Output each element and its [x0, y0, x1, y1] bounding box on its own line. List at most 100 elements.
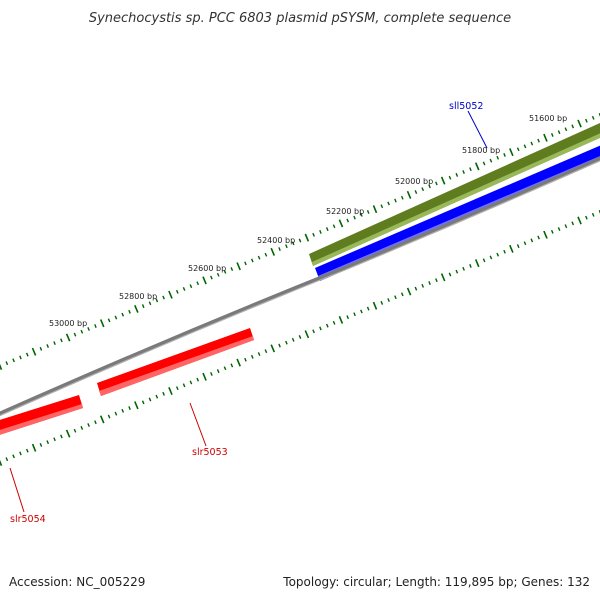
tick-mark	[482, 258, 486, 263]
tick-labels: 53000 bp 52800 bp 52600 bp 52400 bp 5220…	[49, 114, 567, 328]
tick-mark	[537, 138, 540, 143]
tick-mark	[387, 201, 390, 206]
tick-mark	[312, 232, 315, 237]
gene-label-sll5052[interactable]: sll5052	[449, 101, 483, 112]
summary-text: Topology: circular; Length: 119,895 bp; …	[282, 575, 590, 589]
tick-mark	[0, 363, 3, 371]
tick-mark	[73, 428, 77, 433]
tick-mark	[332, 320, 336, 325]
tick-mark	[530, 141, 534, 146]
tick-label: 51600 bp	[529, 114, 567, 123]
tick-mark	[474, 259, 480, 268]
tick-mark	[543, 230, 548, 239]
tick-mark	[550, 133, 554, 137]
tick-mark	[196, 281, 200, 286]
tick-mark	[523, 241, 527, 246]
tick-mark	[366, 210, 370, 214]
tick-label: 53000 bp	[49, 319, 87, 328]
gene-slr5054[interactable]	[0, 395, 83, 438]
tick-label: 52800 bp	[119, 292, 157, 301]
tick-mark	[571, 124, 575, 129]
tick-mark	[0, 459, 3, 467]
tick-mark	[435, 181, 438, 186]
tick-mark	[400, 292, 404, 297]
tick-mark	[141, 304, 145, 309]
tick-mark	[455, 269, 459, 274]
tick-mark	[270, 344, 276, 353]
tick-mark	[210, 275, 213, 280]
tick-mark	[31, 347, 37, 356]
tick-mark	[99, 319, 105, 328]
tick-mark	[87, 327, 90, 331]
tick-mark	[304, 330, 310, 339]
tick-mark	[134, 401, 139, 410]
tick-mark	[372, 205, 378, 214]
tick-mark	[107, 414, 111, 419]
tick-mark	[414, 286, 418, 291]
tick-mark	[400, 195, 404, 200]
tick-mark	[19, 355, 22, 360]
tick-mark	[346, 218, 350, 223]
tick-mark	[435, 278, 438, 283]
tick-mark	[216, 369, 220, 374]
tick-mark	[223, 366, 227, 371]
tick-mark	[298, 238, 302, 243]
gene-slr5053[interactable]	[97, 328, 254, 396]
tick-mark	[196, 377, 200, 382]
tick-mark	[380, 300, 384, 305]
tick-mark	[25, 352, 29, 357]
tick-mark	[585, 215, 588, 220]
tick-mark	[278, 343, 281, 348]
tick-mark	[496, 252, 500, 257]
outer-tick-ring	[0, 113, 600, 371]
gene-label-slr5053[interactable]: slr5053	[192, 447, 228, 458]
tick-mark	[189, 284, 193, 289]
tick-mark	[387, 298, 390, 302]
tick-mark	[585, 118, 588, 123]
tick-mark	[53, 437, 56, 442]
tick-mark	[523, 144, 527, 149]
tick-mark	[182, 383, 186, 388]
tick-mark	[31, 443, 37, 452]
tick-mark	[482, 161, 486, 166]
tick-mark	[65, 429, 71, 438]
tick-label: 52200 bp	[326, 207, 364, 216]
tick-mark	[257, 255, 261, 260]
tick-mark	[189, 380, 193, 385]
tick-mark	[489, 255, 493, 260]
tick-mark	[39, 443, 43, 447]
tick-mark	[577, 216, 582, 225]
tick-mark	[168, 386, 173, 396]
tick-mark	[99, 415, 105, 424]
tick-mark	[304, 233, 310, 242]
tick-mark	[516, 244, 520, 249]
tick-mark	[380, 204, 384, 209]
tick-mark	[257, 352, 261, 356]
tick-mark	[223, 269, 227, 274]
tick-mark	[325, 227, 329, 232]
tick-mark	[202, 276, 207, 285]
gene-label-slr5054[interactable]: slr5054	[10, 514, 46, 525]
tick-mark	[87, 423, 90, 427]
tick-mark	[360, 212, 363, 217]
tick-mark	[564, 224, 568, 229]
tick-mark	[162, 295, 165, 300]
tick-mark	[469, 264, 472, 268]
tick-mark	[60, 338, 63, 343]
tick-mark	[366, 306, 370, 311]
tick-mark	[128, 406, 131, 410]
tick-mark	[291, 241, 295, 246]
tick-mark	[25, 448, 29, 453]
tick-mark	[571, 221, 575, 226]
tick-mark	[65, 333, 71, 342]
inner-tick-ring	[0, 210, 600, 467]
tick-mark	[250, 258, 254, 263]
tick-mark	[155, 394, 159, 399]
tick-mark	[448, 272, 452, 277]
tick-mark	[394, 295, 397, 300]
tick-mark	[175, 386, 179, 391]
tick-mark	[577, 119, 582, 128]
tick-label: 52000 bp	[395, 177, 433, 186]
tick-mark	[557, 130, 561, 135]
